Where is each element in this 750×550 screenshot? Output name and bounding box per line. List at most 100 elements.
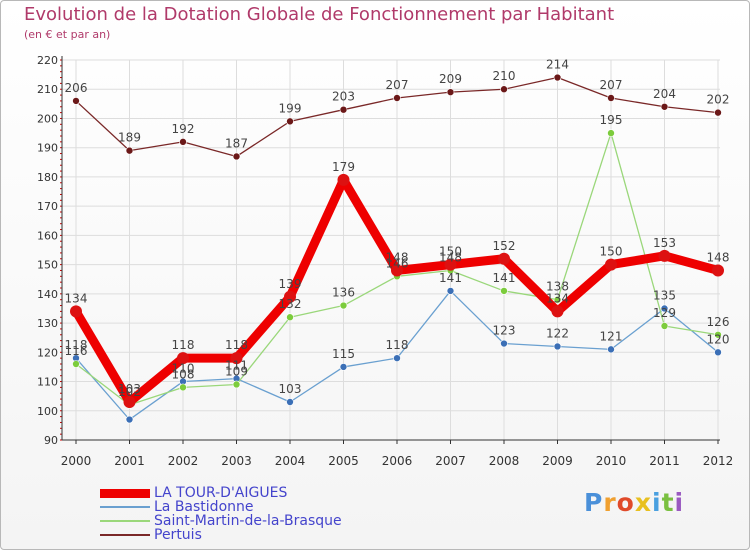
y-tick-label: 140 — [37, 288, 58, 301]
data-label: 214 — [546, 58, 569, 72]
data-point — [232, 152, 241, 161]
x-tick-label: 2004 — [275, 454, 306, 468]
data-label: 136 — [332, 286, 355, 300]
legend-item-saint-martin: Saint-Martin-de-la-Brasque — [100, 514, 342, 528]
data-point — [660, 322, 669, 330]
data-label: 103 — [118, 382, 141, 396]
legend-item-la-bastidonne: La Bastidonne — [100, 500, 342, 514]
data-point — [177, 352, 189, 365]
data-point — [553, 73, 562, 82]
data-label: 118 — [172, 338, 195, 352]
chart-subtitle: (en € et par an) — [24, 28, 111, 41]
data-point — [605, 258, 617, 271]
data-label: 118 — [386, 338, 409, 352]
data-label: 121 — [600, 329, 623, 343]
y-tick-label: 110 — [37, 376, 58, 389]
data-label: 189 — [118, 131, 141, 145]
legend-swatch — [100, 506, 150, 508]
data-label: 110 — [172, 362, 195, 376]
legend-label: Saint-Martin-de-la-Brasque — [154, 513, 342, 529]
data-point — [444, 258, 457, 271]
data-label: 116 — [65, 344, 88, 358]
data-point — [125, 146, 134, 155]
data-label: 148 — [707, 250, 730, 264]
data-point — [393, 94, 401, 102]
data-point — [72, 360, 80, 368]
data-point — [70, 305, 82, 318]
data-point — [339, 301, 348, 310]
data-point — [498, 252, 510, 265]
data-point — [446, 88, 455, 96]
data-point — [607, 94, 615, 102]
y-tick-label: 100 — [37, 405, 58, 418]
data-label: 120 — [707, 332, 730, 346]
logo-letter: P — [584, 488, 604, 517]
logo-letter: i — [674, 488, 685, 517]
x-tick-label: 2012 — [703, 454, 734, 468]
data-label: 152 — [493, 239, 516, 253]
data-label: 135 — [653, 288, 676, 302]
x-tick-label: 2005 — [328, 454, 359, 468]
logo-letter: t — [661, 488, 675, 517]
data-label: 115 — [332, 347, 355, 361]
y-tick-label: 170 — [37, 200, 58, 213]
data-label: 210 — [493, 69, 516, 83]
data-label: 203 — [332, 90, 355, 104]
data-point — [179, 138, 187, 146]
proxiti-logo: Proxiti — [584, 488, 684, 517]
data-point — [446, 287, 455, 295]
y-tick-label: 190 — [37, 142, 58, 155]
x-tick-label: 2002 — [168, 454, 199, 468]
data-point — [339, 363, 348, 371]
x-tick-label: 2007 — [435, 454, 466, 468]
data-label: 204 — [653, 87, 676, 101]
x-tick-label: 2009 — [542, 454, 573, 468]
data-label: 199 — [279, 101, 302, 115]
data-label: 148 — [439, 250, 462, 264]
legend-label: Pertuis — [154, 527, 202, 543]
data-label: 150 — [439, 245, 462, 259]
data-label: 150 — [600, 245, 623, 259]
data-label: 111 — [225, 359, 248, 373]
data-label: 129 — [653, 306, 676, 320]
data-point — [714, 108, 722, 117]
data-point — [286, 313, 294, 322]
y-tick-label: 90 — [44, 434, 58, 447]
legend-swatch — [100, 488, 150, 498]
data-label: 123 — [493, 324, 516, 338]
data-point — [339, 105, 348, 114]
y-tick-label: 200 — [37, 112, 58, 125]
data-point — [393, 354, 401, 362]
data-label: 134 — [65, 291, 88, 305]
legend-swatch — [100, 520, 150, 522]
x-tick-label: 2003 — [221, 454, 252, 468]
legend-label: La Bastidonne — [154, 499, 254, 515]
data-point — [714, 330, 722, 339]
data-label: 139 — [279, 277, 302, 291]
x-tick-label: 2000 — [61, 454, 92, 468]
data-point — [232, 380, 241, 389]
data-point — [658, 249, 671, 262]
data-label: 109 — [225, 364, 248, 378]
data-point — [284, 290, 296, 303]
data-point — [286, 117, 294, 126]
data-label: 122 — [546, 326, 569, 340]
data-label: 192 — [172, 122, 195, 136]
data-point — [72, 97, 80, 105]
legend-item-la-tour-daigues: LA TOUR-D'AIGUES — [100, 486, 342, 500]
data-point — [551, 305, 564, 318]
data-label: 118 — [65, 338, 88, 352]
data-point — [500, 339, 508, 348]
logo-letter: x — [634, 488, 652, 517]
legend-swatch — [100, 534, 150, 536]
data-label: 103 — [279, 382, 302, 396]
y-tick-label: 130 — [37, 317, 58, 330]
data-point — [660, 102, 669, 111]
data-label: 179 — [332, 160, 355, 174]
data-point — [230, 352, 243, 365]
data-label: 202 — [707, 93, 730, 107]
data-point — [500, 287, 508, 295]
data-label: 153 — [653, 236, 676, 250]
data-point — [179, 383, 187, 392]
